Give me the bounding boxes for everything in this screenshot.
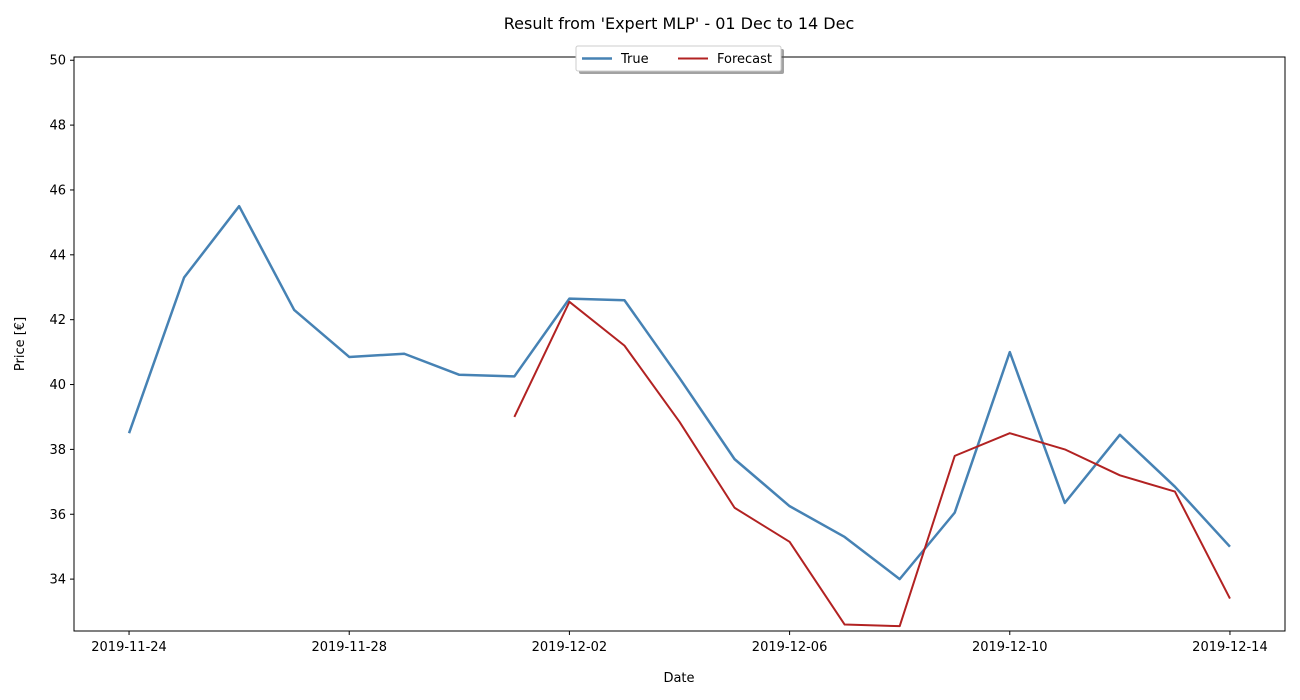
x-tick-label: 2019-12-02 bbox=[532, 640, 608, 655]
x-tick-label: 2019-11-28 bbox=[311, 640, 387, 655]
y-tick-label: 36 bbox=[49, 508, 66, 523]
y-tick-label: 46 bbox=[49, 183, 66, 198]
x-tick-label: 2019-11-24 bbox=[91, 640, 167, 655]
y-axis-ticks: 34 36 38 40 42 44 46 48 50 bbox=[49, 54, 74, 588]
y-tick-label: 48 bbox=[49, 119, 66, 134]
x-tick-label: 2019-12-06 bbox=[752, 640, 828, 655]
series-line-forecast bbox=[513, 300, 1231, 628]
chart-title: Result from 'Expert MLP' - 01 Dec to 14 … bbox=[504, 14, 855, 33]
series-line-true bbox=[127, 204, 1231, 581]
y-tick-label: 42 bbox=[49, 313, 66, 328]
y-tick-label: 44 bbox=[49, 248, 66, 263]
x-axis-ticks: 2019-11-24 2019-11-28 2019-12-02 2019-12-06… bbox=[91, 631, 1268, 655]
y-axis-label: Price [€] bbox=[13, 317, 28, 371]
y-tick-label: 50 bbox=[49, 54, 66, 69]
x-tick-label: 2019-12-14 bbox=[1192, 640, 1268, 655]
y-tick-label: 40 bbox=[49, 378, 66, 393]
legend-label-forecast: Forecast bbox=[717, 52, 772, 67]
x-tick-label: 2019-12-10 bbox=[972, 640, 1048, 655]
legend-label-true: True bbox=[620, 52, 649, 67]
y-tick-label: 38 bbox=[49, 443, 66, 458]
series-layer bbox=[127, 204, 1231, 628]
x-axis-label: Date bbox=[663, 671, 694, 686]
legend: True Forecast bbox=[575, 45, 784, 74]
y-tick-label: 34 bbox=[49, 573, 66, 588]
